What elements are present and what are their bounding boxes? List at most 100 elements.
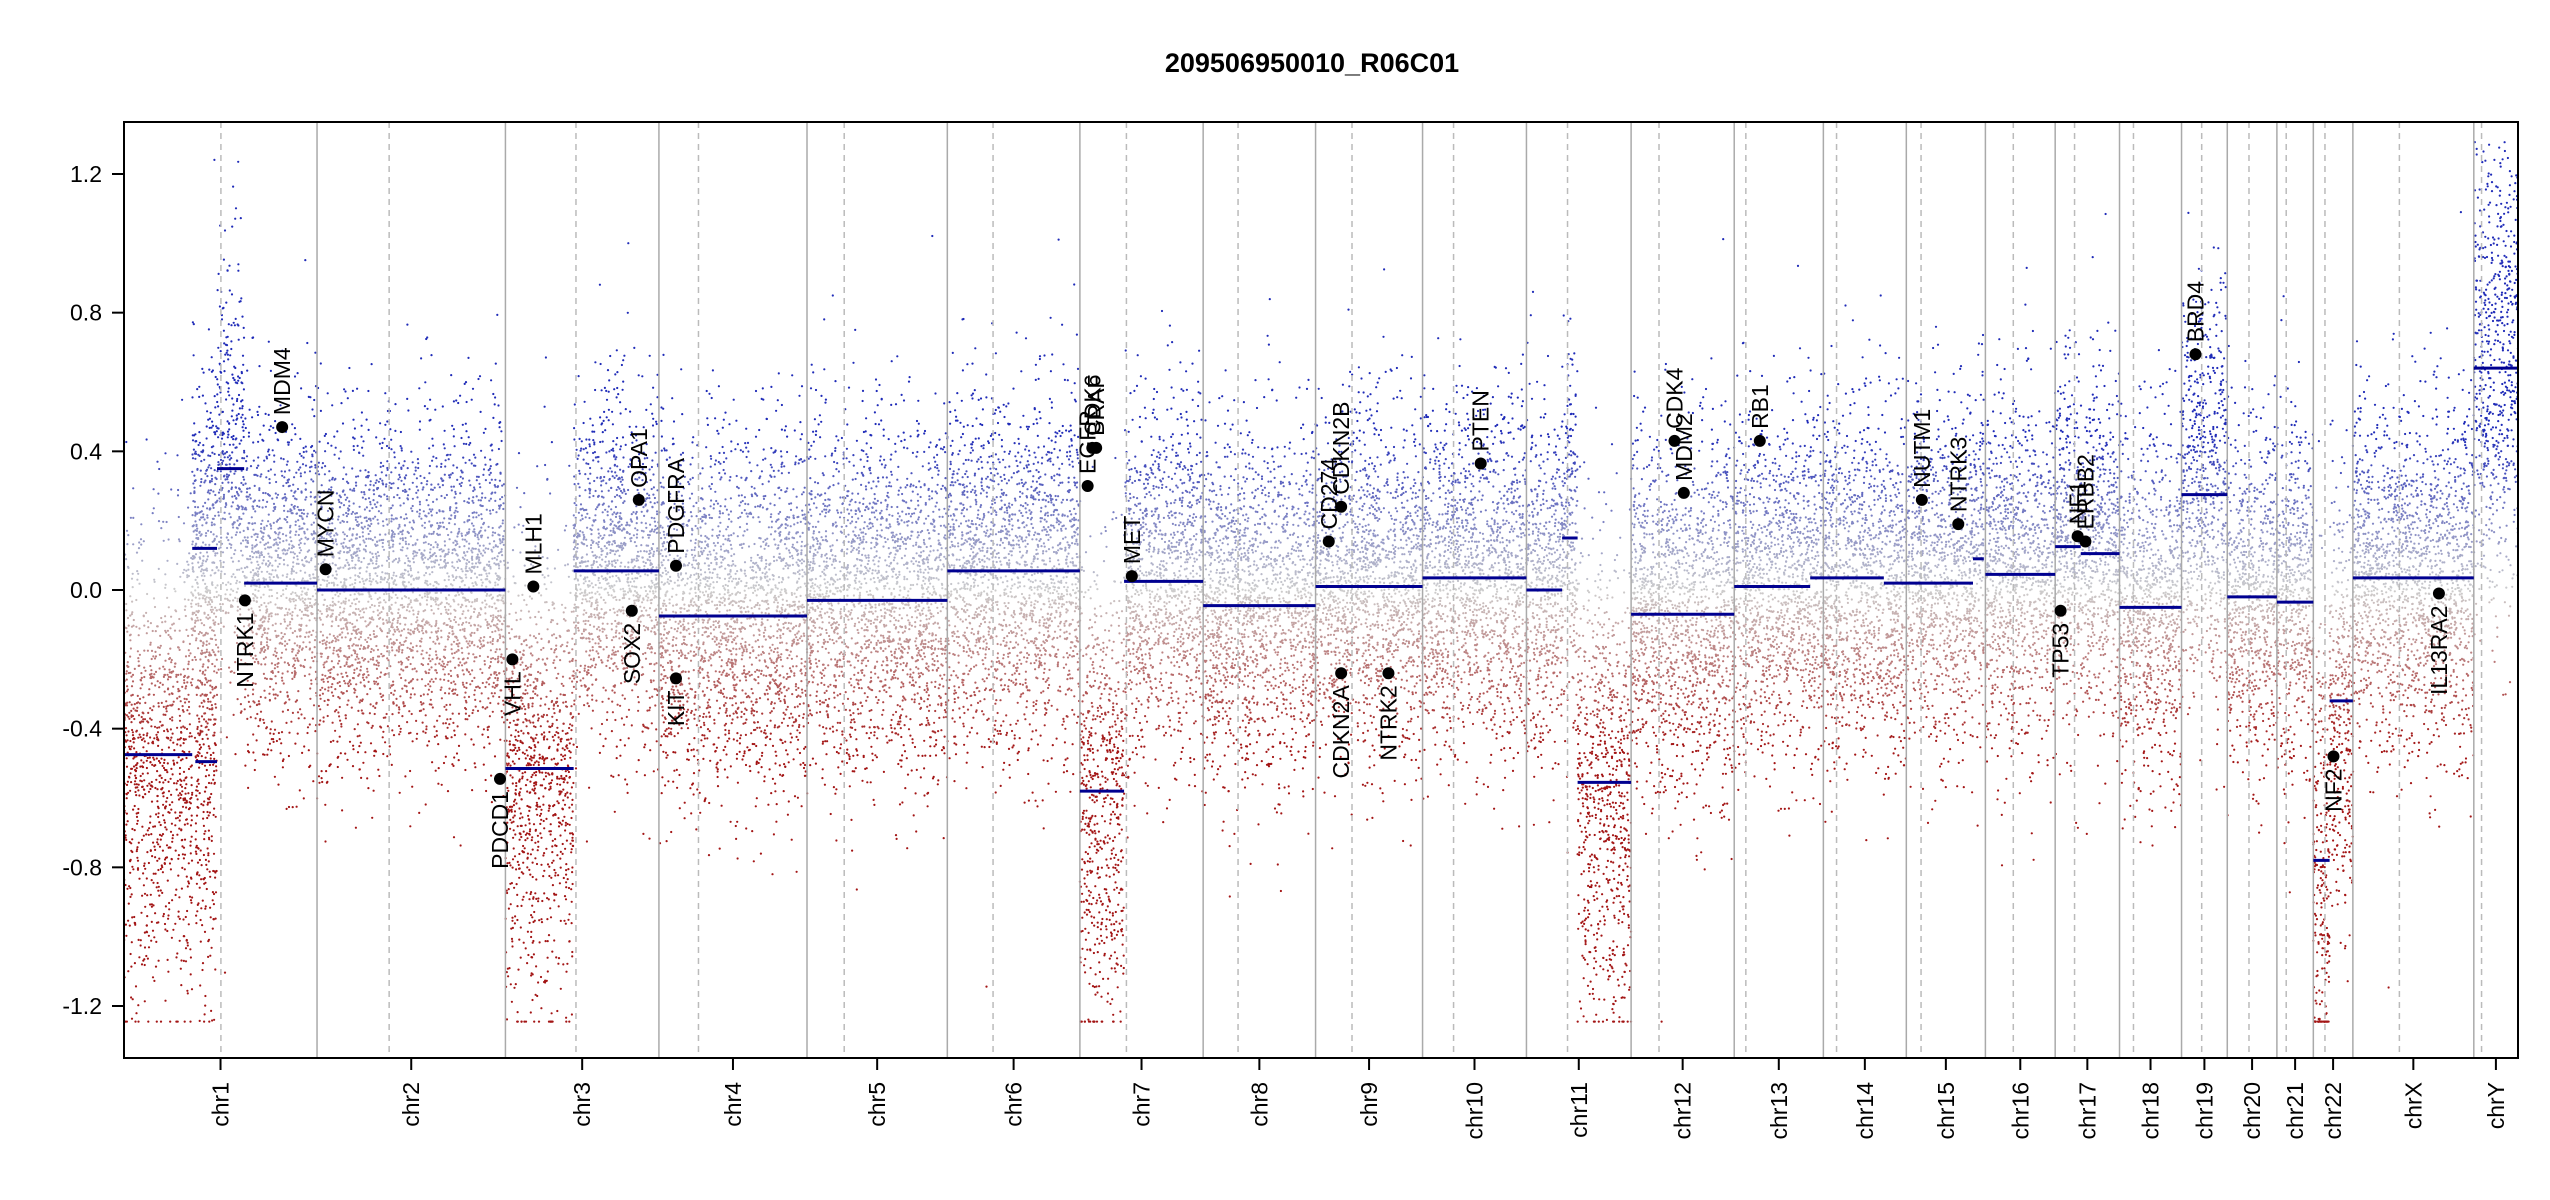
probe-point [286,573,289,576]
probe-point [357,516,360,519]
probe-point [212,869,215,873]
probe-point [293,630,297,633]
probe-point [451,652,454,655]
probe-point [489,660,492,664]
probe-point [379,671,383,674]
probe-point [287,754,290,758]
probe-point [420,678,424,681]
probe-point [250,561,253,564]
probe-point [260,648,263,651]
probe-point [299,569,302,572]
probe-point [191,555,194,558]
probe-point [225,583,228,586]
probe-point [447,458,450,461]
probe-point [305,515,309,518]
probe-point [373,754,376,757]
probe-point [362,678,366,682]
probe-point [283,563,286,566]
probe-point [167,633,170,637]
probe-point [369,638,372,641]
probe-point [356,644,360,647]
probe-point [464,567,467,570]
probe-point [296,487,300,491]
probe-point [358,572,361,575]
probe-point [447,608,450,612]
probe-point [233,472,236,475]
probe-point [381,479,384,482]
probe-point [240,710,243,713]
probe-point [213,452,216,456]
probe-point [156,800,159,803]
probe-point [276,553,280,557]
probe-point [194,543,198,546]
probe-point [125,602,128,606]
probe-point [410,583,413,586]
probe-point [322,680,325,683]
probe-point [452,400,455,403]
probe-point [339,550,342,553]
probe-point [491,618,494,621]
probe-point [201,924,204,927]
probe-point [482,549,485,552]
probe-point [227,474,231,477]
probe-point [434,642,437,645]
probe-point [145,877,148,880]
probe-point [362,580,365,583]
probe-point [177,910,180,913]
probe-point [458,527,461,531]
probe-point [168,657,171,661]
probe-point [199,746,203,749]
probe-point [391,729,394,732]
probe-point [461,556,464,559]
probe-point [170,658,173,662]
probe-point [479,647,482,650]
probe-point [376,683,379,686]
probe-point [491,630,494,634]
probe-point [434,623,438,627]
probe-point [432,455,435,458]
probe-point [196,616,199,619]
probe-point [185,875,188,878]
probe-point [143,740,146,743]
probe-point [155,757,158,760]
probe-point [226,420,229,423]
probe-point [384,423,387,426]
probe-point [176,761,179,764]
probe-point [247,700,250,704]
probe-point [252,599,256,602]
probe-point [449,517,452,521]
probe-point [464,554,467,557]
probe-point [147,790,151,793]
probe-point [303,665,306,669]
probe-point [236,527,239,530]
probe-point [267,541,270,544]
probe-point [409,567,412,570]
probe-point [144,793,147,796]
probe-point [284,499,287,502]
probe-point [346,621,349,624]
probe-point [425,535,428,538]
probe-point [237,263,240,266]
probe-point [335,573,338,576]
probe-point [153,657,157,660]
probe-point [420,357,423,360]
probe-point [138,702,141,705]
probe-point [155,940,158,944]
probe-point [308,648,311,651]
probe-point [372,789,375,792]
probe-point [158,686,161,689]
probe-point [398,476,402,479]
probe-point [478,550,481,553]
probe-point [287,443,290,446]
probe-point [342,477,345,481]
probe-point [489,444,492,447]
probe-point [183,697,186,700]
probe-point [365,520,368,523]
probe-point [225,588,229,591]
probe-point [480,526,483,529]
probe-point [444,648,447,651]
probe-point [146,851,149,854]
probe-point [146,620,150,623]
probe-point [364,751,367,754]
probe-point [481,492,484,495]
